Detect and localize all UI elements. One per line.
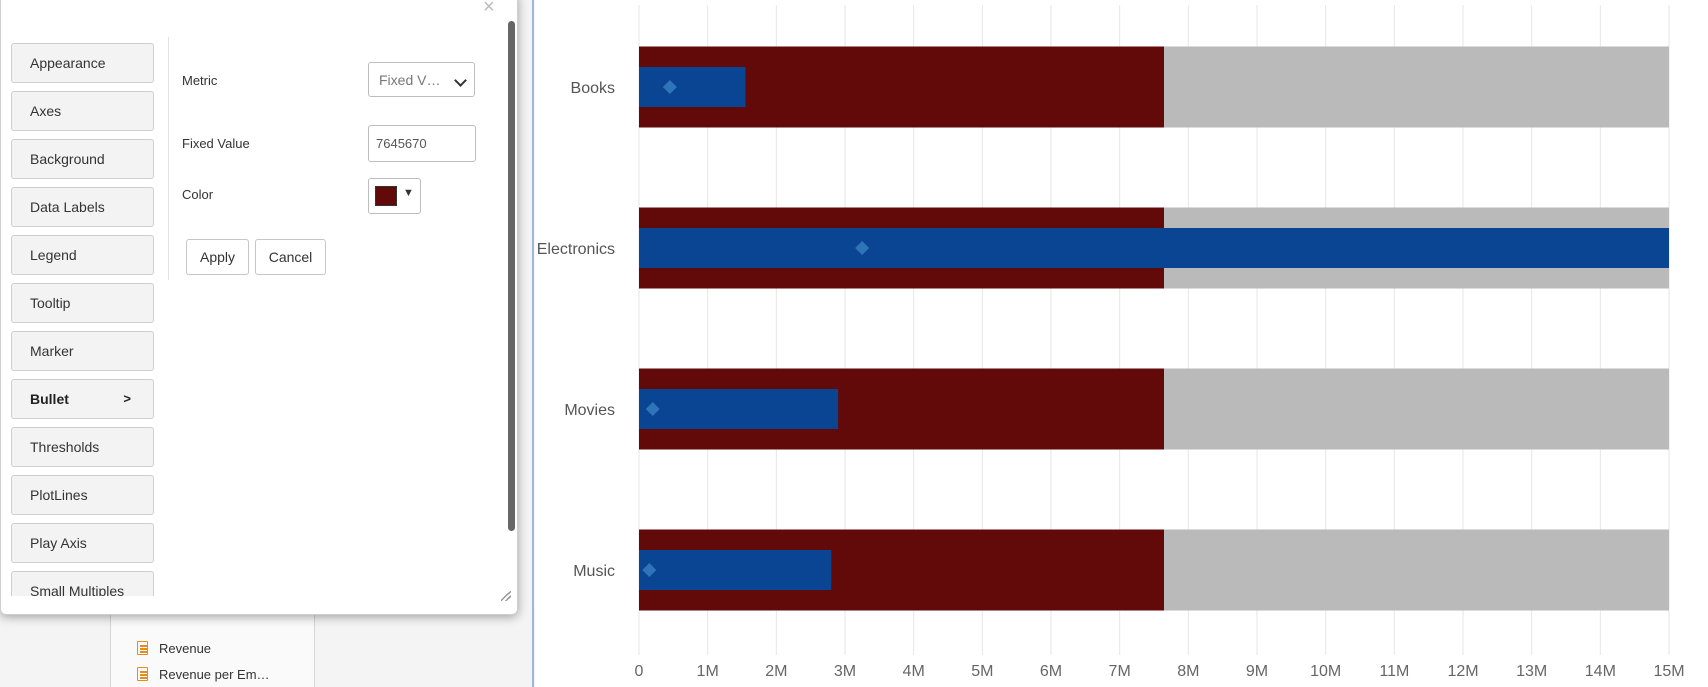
nav-legend[interactable]: Legend	[11, 235, 154, 275]
table-icon	[136, 640, 151, 656]
nav-background[interactable]: Background	[11, 139, 154, 179]
category-label: Music	[573, 563, 615, 580]
target-marker	[642, 563, 657, 577]
nav-label: Marker	[30, 343, 74, 359]
chart-settings-dialog: × Appearance Axes Background Data Labels…	[0, 0, 518, 615]
nav-label: Bullet	[30, 391, 69, 407]
nav-label: Play Axis	[30, 535, 87, 551]
nav-scrollbar[interactable]	[508, 21, 515, 531]
cancel-button[interactable]: Cancel	[255, 239, 326, 275]
nav-separator	[168, 37, 169, 280]
fixed-value-input[interactable]	[368, 125, 476, 162]
nav-label: PlotLines	[30, 487, 88, 503]
x-tick-label: 1M	[697, 663, 719, 680]
nav-appearance[interactable]: Appearance	[11, 43, 154, 83]
nav-label: Appearance	[30, 55, 106, 71]
nav-data-labels[interactable]: Data Labels	[11, 187, 154, 227]
x-tick-label: 2M	[765, 663, 787, 680]
nav-thresholds[interactable]: Thresholds	[11, 427, 154, 467]
color-picker-button[interactable]: ▼	[368, 178, 421, 214]
chevron-right-icon: >	[123, 391, 131, 406]
x-tick-label: 6M	[1040, 663, 1062, 680]
nav-label: Thresholds	[30, 439, 100, 455]
nav-label: Axes	[30, 103, 62, 119]
fixed-value-label: Fixed Value	[182, 136, 250, 151]
caret-down-icon: ▼	[403, 187, 414, 199]
metric-select[interactable]: Fixed V…	[368, 62, 475, 97]
close-icon[interactable]: ×	[483, 0, 495, 18]
category-label: Electronics	[537, 241, 615, 258]
x-tick-label: 11M	[1379, 663, 1409, 680]
target-marker	[855, 241, 870, 255]
color-label: Color	[182, 187, 214, 202]
x-tick-label: 9M	[1246, 663, 1268, 680]
table-icon	[136, 666, 151, 682]
nav-label: Legend	[30, 247, 77, 263]
field-item-revenue[interactable]: Revenue	[136, 637, 211, 659]
bullet-chart: Books Electronics Movies Music 0 1M 2M 3M 4M 5M 6M…	[536, 0, 1708, 687]
nav-play-axis[interactable]: Play Axis	[11, 523, 154, 563]
value-bar	[639, 550, 832, 590]
value-bar	[639, 228, 1669, 268]
value-bar	[639, 389, 839, 429]
chevron-down-icon	[454, 74, 467, 87]
color-swatch	[375, 186, 397, 206]
x-tick-label: 3M	[834, 663, 856, 680]
nav-plotlines[interactable]: PlotLines	[11, 475, 154, 515]
nav-bullet[interactable]: Bullet >	[11, 379, 154, 419]
nav-axes[interactable]: Axes	[11, 91, 154, 131]
value-bar	[639, 67, 746, 107]
x-tick-label: 10M	[1310, 663, 1341, 680]
x-tick-label: 14M	[1585, 663, 1616, 680]
target-marker	[662, 80, 677, 94]
x-tick-label: 13M	[1516, 663, 1547, 680]
metric-select-value: Fixed V…	[379, 72, 441, 88]
category-label: Books	[571, 80, 615, 97]
nav-marker[interactable]: Marker	[11, 331, 154, 371]
nav-label: Data Labels	[30, 199, 105, 215]
panel-divider	[532, 0, 534, 687]
apply-button[interactable]: Apply	[186, 239, 249, 275]
field-label: Revenue per Em…	[159, 666, 270, 682]
resize-grip-icon[interactable]	[501, 591, 511, 601]
field-label: Revenue	[159, 640, 212, 656]
x-tick-label: 4M	[903, 663, 925, 680]
x-tick-label: 12M	[1447, 663, 1478, 680]
chart-svg: Books Electronics Movies Music 0 1M 2M 3M 4M 5M 6M…	[537, 5, 1685, 680]
category-label: Movies	[564, 402, 615, 419]
metric-label: Metric	[182, 73, 218, 88]
x-tick-label: 7M	[1109, 663, 1131, 680]
nav-small-multiples[interactable]: Small Multiples	[11, 571, 154, 596]
nav-label: Small Multiples	[30, 583, 125, 596]
target-marker	[645, 402, 660, 416]
settings-nav: Appearance Axes Background Data Labels L…	[11, 43, 156, 596]
nav-tooltip[interactable]: Tooltip	[11, 283, 154, 323]
nav-label: Tooltip	[30, 295, 71, 311]
x-tick-label: 15M	[1653, 663, 1684, 680]
x-tick-label: 0	[635, 663, 644, 680]
nav-label: Background	[30, 151, 105, 167]
x-tick-label: 8M	[1177, 663, 1199, 680]
x-tick-label: 5M	[971, 663, 993, 680]
field-item-revenue-per-employee[interactable]: Revenue per Em…	[136, 663, 270, 685]
